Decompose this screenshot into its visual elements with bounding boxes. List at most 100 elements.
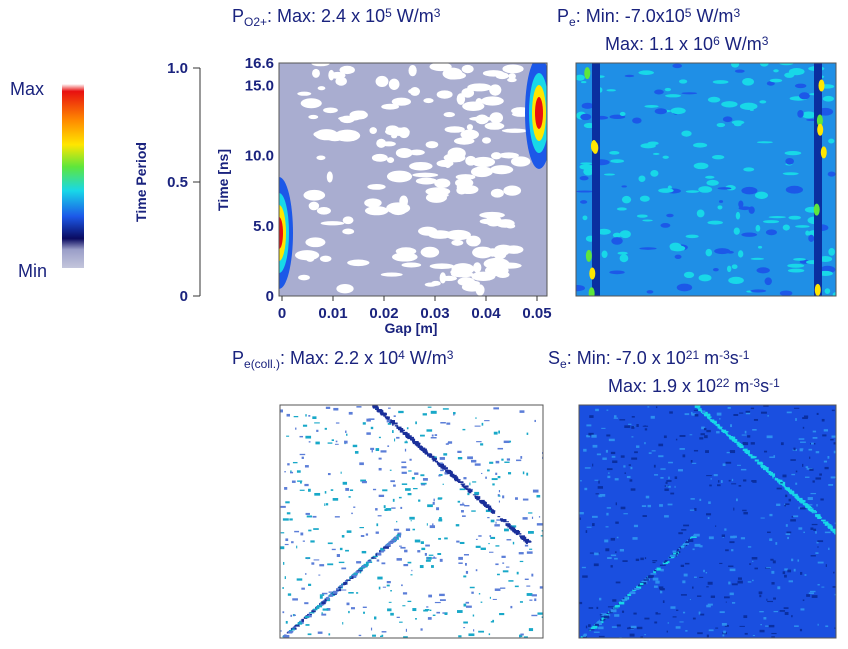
- speck: [298, 622, 300, 624]
- speck: [685, 563, 690, 565]
- speck: [490, 597, 491, 599]
- speck: [421, 483, 427, 485]
- period-axis-label: Time Period: [133, 142, 149, 222]
- speck: [453, 414, 454, 415]
- blob: [437, 160, 454, 167]
- speck: [676, 610, 678, 611]
- blob: [581, 81, 586, 83]
- speck: [469, 490, 473, 491]
- speck: [818, 562, 824, 564]
- speck: [728, 435, 731, 436]
- blob: [425, 282, 437, 286]
- speck: [384, 505, 386, 508]
- speck: [403, 636, 408, 637]
- blob: [766, 229, 777, 235]
- speck: [800, 608, 804, 610]
- blob: [489, 84, 501, 95]
- speck: [498, 448, 503, 450]
- blob: [511, 156, 530, 166]
- speck: [421, 548, 425, 550]
- speck: [726, 602, 727, 603]
- blob: [485, 122, 505, 129]
- blob: [735, 70, 745, 73]
- speck: [500, 588, 505, 589]
- speck: [732, 439, 734, 442]
- speck: [532, 594, 537, 596]
- speck: [433, 502, 435, 505]
- speck: [466, 571, 468, 574]
- speck: [733, 508, 734, 511]
- speck: [305, 573, 306, 575]
- speck: [390, 613, 394, 616]
- speck: [475, 417, 476, 419]
- speck: [315, 442, 319, 445]
- speck: [683, 612, 685, 614]
- speck: [681, 547, 685, 549]
- speck: [335, 516, 340, 517]
- blob: [583, 168, 593, 176]
- speck: [428, 617, 432, 620]
- blob: [632, 118, 641, 124]
- time-axis-label: Time [ns]: [215, 149, 231, 211]
- speck: [463, 627, 465, 628]
- gap-tick-label: 0.04: [471, 305, 501, 322]
- speck: [607, 557, 612, 559]
- speck: [379, 587, 381, 590]
- speck: [799, 438, 805, 440]
- speck: [485, 477, 487, 479]
- blob: [497, 263, 522, 269]
- speck: [630, 479, 633, 481]
- speck: [326, 407, 330, 409]
- speck: [621, 507, 626, 510]
- speck: [375, 508, 378, 510]
- speck: [622, 611, 624, 613]
- hot: [584, 67, 590, 79]
- speck: [697, 595, 701, 596]
- speck: [363, 422, 366, 424]
- speck: [615, 522, 618, 524]
- speck: [767, 532, 771, 533]
- speck: [784, 568, 788, 570]
- speck: [421, 541, 424, 544]
- blob: [650, 170, 658, 177]
- speck: [845, 541, 847, 543]
- blob: [457, 93, 466, 105]
- blob: [609, 151, 619, 155]
- blob: [611, 237, 622, 245]
- speck: [297, 470, 301, 472]
- blob: [765, 277, 772, 285]
- blob: [473, 262, 481, 273]
- speck: [680, 435, 686, 437]
- speck: [683, 454, 686, 457]
- speck: [627, 476, 631, 478]
- speck: [746, 411, 751, 413]
- speck: [659, 586, 663, 589]
- speck: [285, 576, 286, 579]
- speck: [458, 557, 463, 560]
- speck: [625, 597, 629, 599]
- speck: [592, 464, 593, 467]
- speck: [646, 577, 647, 578]
- speck: [700, 614, 704, 616]
- speck: [785, 503, 789, 505]
- speck: [627, 627, 631, 629]
- speck: [466, 488, 471, 490]
- speck: [631, 488, 636, 490]
- speck: [393, 485, 396, 487]
- blob: [805, 231, 809, 236]
- speck: [787, 537, 789, 539]
- blob: [408, 89, 415, 94]
- blob: [620, 254, 629, 262]
- speck: [412, 477, 415, 479]
- speck: [345, 488, 349, 491]
- blob: [757, 267, 770, 273]
- speck: [504, 462, 509, 463]
- speck: [307, 558, 308, 559]
- speck: [628, 594, 631, 596]
- speck: [789, 491, 793, 494]
- speck: [536, 495, 540, 498]
- blob: [640, 196, 650, 202]
- speck: [328, 633, 330, 635]
- speck: [476, 539, 478, 540]
- speck: [462, 429, 465, 430]
